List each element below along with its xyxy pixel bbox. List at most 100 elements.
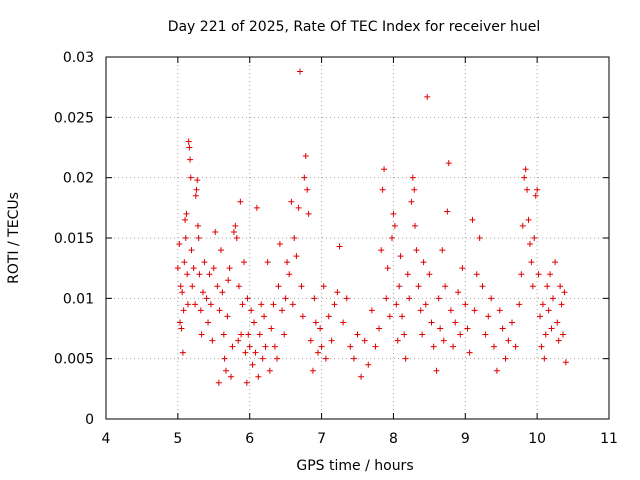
data-point [420, 259, 427, 266]
data-point [207, 301, 214, 308]
data-point [447, 307, 454, 314]
data-point [445, 160, 452, 167]
data-point [415, 283, 422, 290]
data-point [256, 331, 263, 338]
data-point [549, 295, 556, 302]
data-point [192, 192, 199, 199]
data-point [210, 265, 217, 272]
data-point [271, 343, 278, 350]
data-point [402, 355, 409, 362]
data-point [521, 174, 528, 181]
data-point [397, 253, 404, 260]
data-point [488, 295, 495, 302]
data-point [347, 343, 354, 350]
data-point [206, 271, 213, 278]
data-point [466, 349, 473, 356]
data-point [244, 295, 251, 302]
data-point [529, 283, 536, 290]
data-point [197, 307, 204, 314]
data-point [192, 301, 199, 308]
data-point [187, 174, 194, 181]
data-point [314, 349, 321, 356]
data-point [372, 343, 379, 350]
data-point [390, 210, 397, 217]
data-point [457, 331, 464, 338]
data-point [237, 198, 244, 205]
data-point [516, 301, 523, 308]
data-point [361, 337, 368, 344]
data-point [174, 265, 181, 272]
data-point [196, 271, 203, 278]
data-point [223, 367, 230, 374]
data-point [243, 379, 250, 386]
data-point [343, 295, 350, 302]
data-point [295, 204, 302, 211]
data-point [209, 337, 216, 344]
data-point [225, 277, 232, 284]
x-tick-label: 6 [245, 431, 254, 447]
x-axis-ticks: 4 5 6 7 8 9 10 11 [102, 57, 618, 447]
data-point [235, 283, 242, 290]
data-point [284, 259, 291, 266]
data-point [177, 283, 184, 290]
data-point [248, 307, 255, 314]
data-point [220, 331, 227, 338]
data-point [428, 319, 435, 326]
x-tick-label: 9 [461, 431, 470, 447]
data-point [275, 283, 282, 290]
data-point [274, 355, 281, 362]
data-point [259, 355, 266, 362]
data-point [528, 259, 535, 266]
y-tick-label: 0.025 [54, 110, 94, 126]
data-point [522, 166, 529, 173]
y-axis-ticks: 0 0.005 0.01 0.015 0.02 0.025 0.03 [54, 50, 609, 428]
data-point [473, 271, 480, 278]
data-point [476, 235, 483, 241]
data-point [288, 198, 295, 205]
data-point [524, 186, 531, 193]
data-point [251, 319, 258, 326]
data-point [383, 295, 390, 302]
data-point [264, 259, 271, 266]
data-point [411, 222, 418, 229]
y-tick-label: 0.015 [54, 231, 94, 247]
data-point [531, 235, 538, 241]
data-point [178, 325, 185, 332]
data-point [354, 331, 361, 338]
data-point [268, 325, 275, 332]
data-point [176, 241, 183, 248]
data-point [331, 301, 338, 308]
x-tick-label: 10 [528, 431, 546, 447]
y-tick-label: 0.03 [63, 50, 94, 66]
data-point [189, 283, 196, 290]
data-point [320, 283, 327, 290]
data-point [201, 259, 208, 266]
data-point [232, 222, 239, 229]
data-point [245, 331, 252, 338]
data-point [217, 247, 224, 254]
data-point [541, 355, 548, 362]
data-point [179, 349, 186, 356]
data-point [187, 156, 194, 163]
data-point [215, 379, 222, 386]
data-point [544, 283, 551, 290]
data-point [411, 186, 418, 193]
chart-title: Day 221 of 2025, Rate Of TEC Index for r… [168, 19, 541, 35]
data-point [309, 367, 316, 374]
x-tick-label: 7 [317, 431, 326, 447]
data-point [435, 295, 442, 302]
data-point [185, 138, 192, 145]
data-point [538, 343, 545, 350]
data-point [298, 283, 305, 290]
data-point [417, 307, 424, 314]
data-point [384, 265, 391, 272]
data-point [502, 355, 509, 362]
y-tick-label: 0.005 [54, 352, 94, 368]
data-point [180, 307, 187, 314]
data-point [238, 331, 245, 338]
data-point [270, 301, 277, 308]
data-point [266, 367, 273, 374]
data-point [376, 325, 383, 332]
data-point [562, 359, 569, 366]
data-point [526, 241, 533, 248]
